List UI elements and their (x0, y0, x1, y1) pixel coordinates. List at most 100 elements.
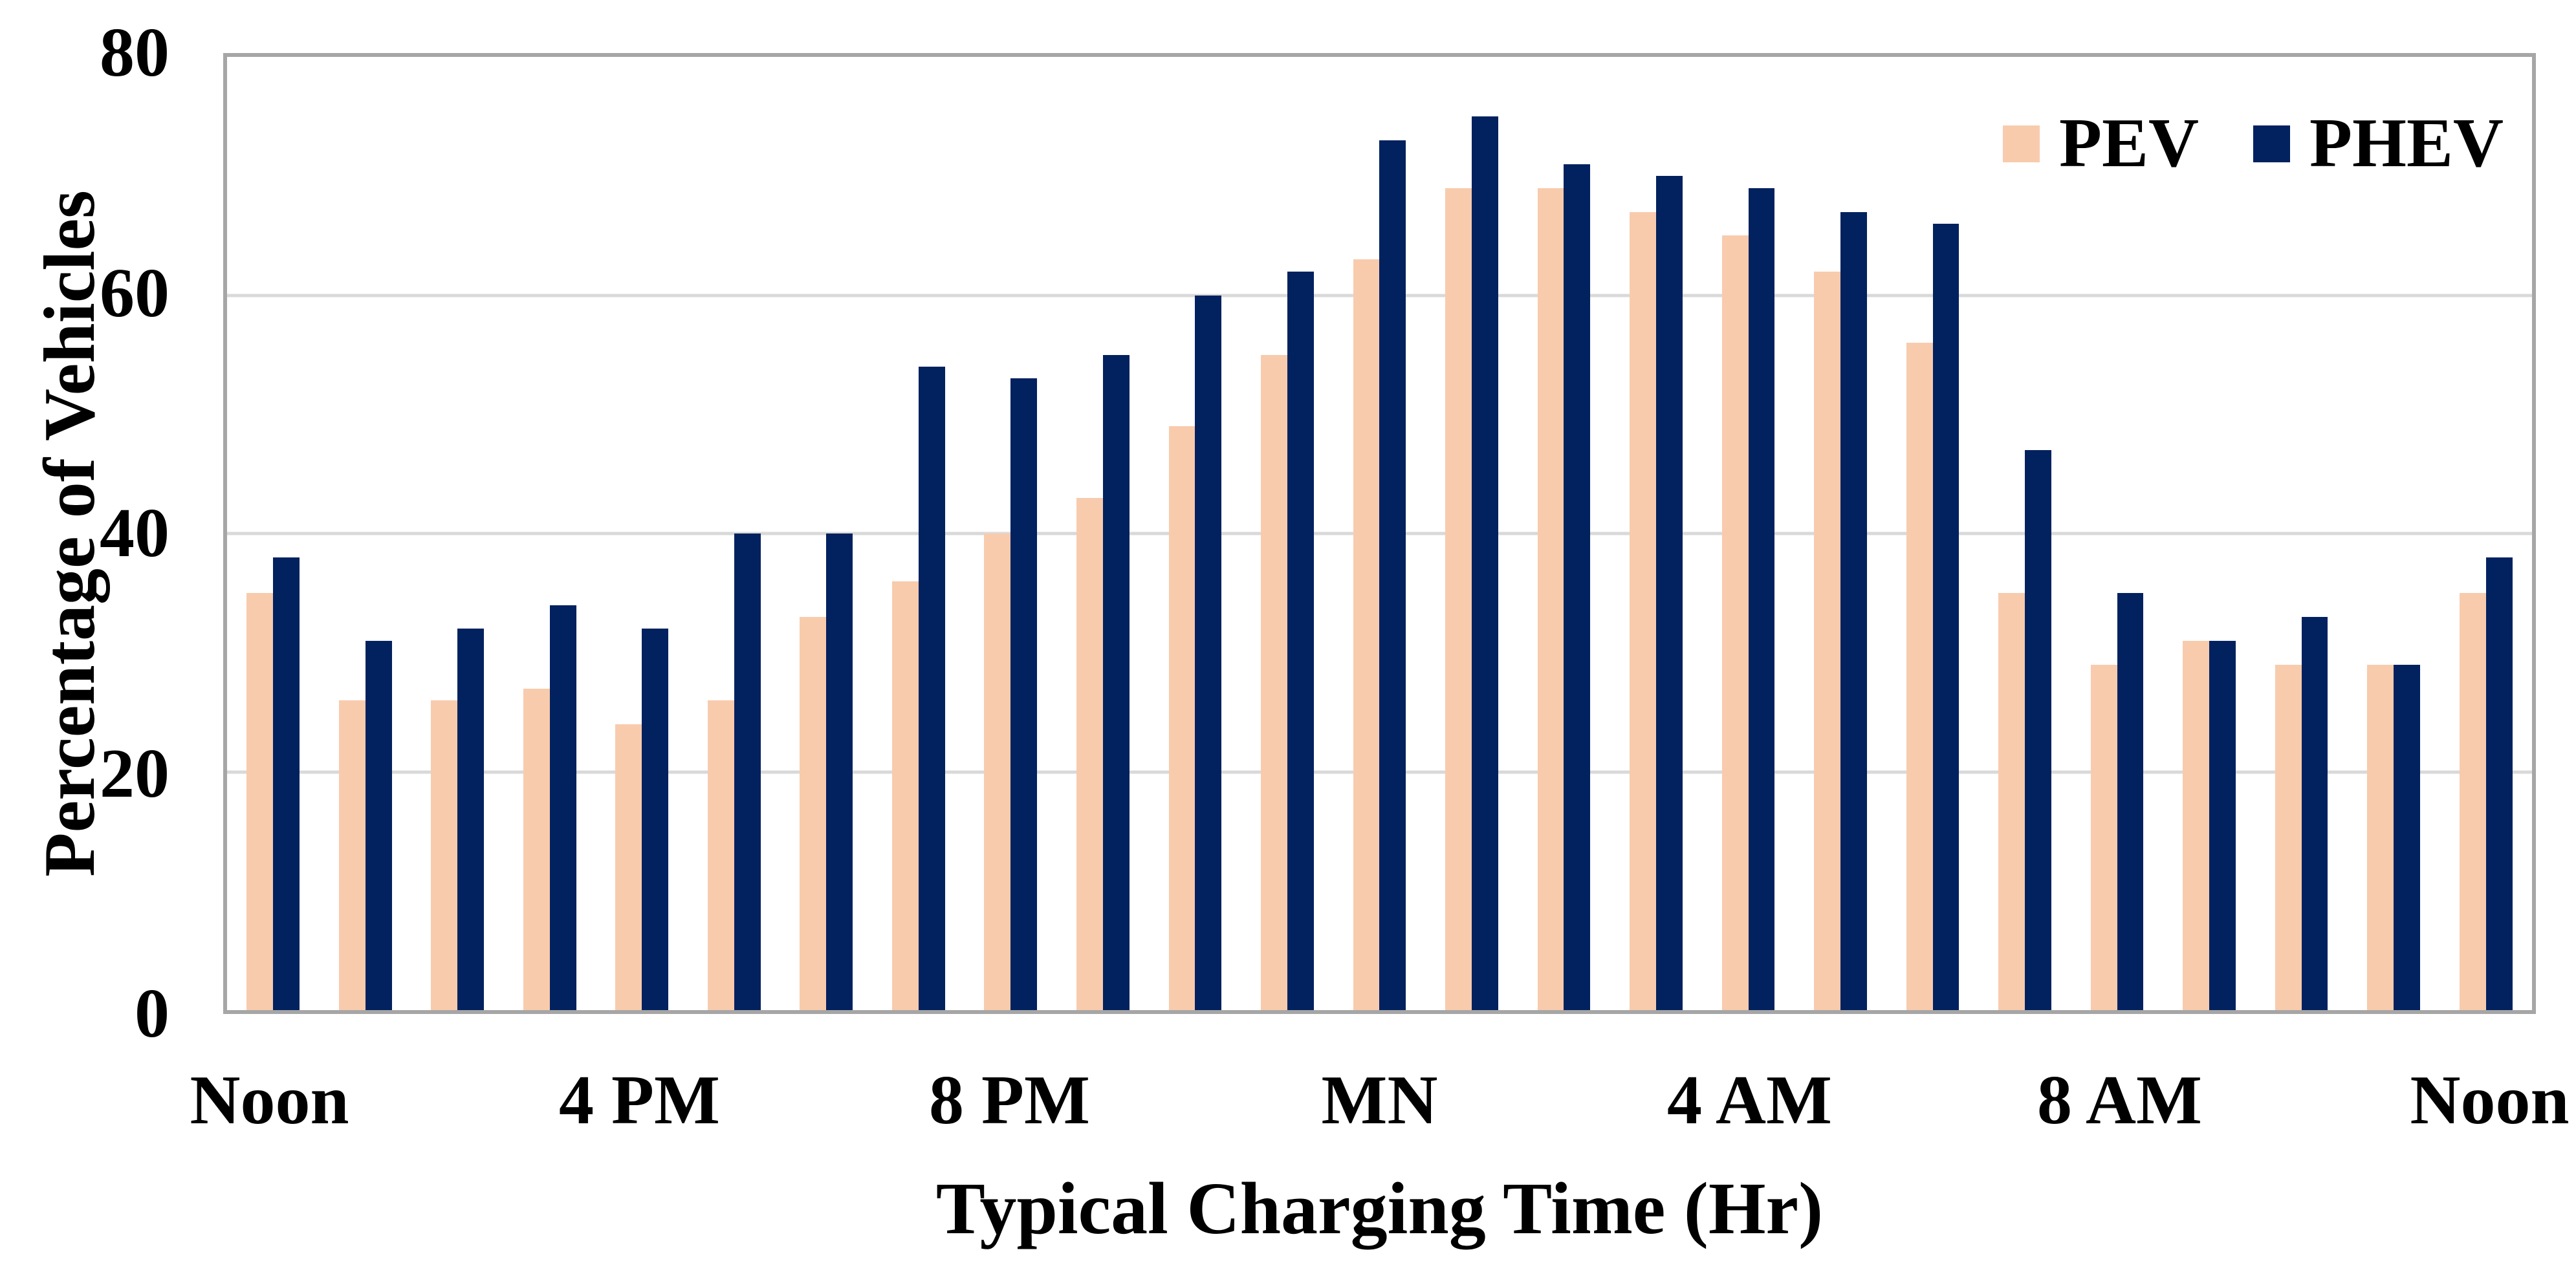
bar-pev (800, 616, 827, 1010)
y-tick-label: 0 (135, 975, 169, 1052)
bar-group (411, 57, 504, 1010)
bar-phev (1564, 164, 1591, 1010)
bar-pev (1537, 188, 1564, 1010)
bar-group (2163, 57, 2256, 1010)
bar-phev (1195, 295, 1222, 1010)
bar-pev (891, 581, 919, 1010)
bar-pev (2090, 664, 2117, 1010)
bar-pev (523, 688, 550, 1010)
bar-pev (431, 700, 458, 1010)
y-tick-label: 20 (100, 735, 169, 812)
bar-pev (1814, 271, 1841, 1010)
bar-pev (2367, 664, 2394, 1010)
bar-phev (2394, 664, 2420, 1010)
bar-phev (826, 534, 853, 1010)
bar-pev (1906, 343, 1933, 1010)
bar-pev (1353, 259, 1380, 1010)
y-tick-label: 80 (100, 14, 169, 91)
bar-group (1149, 57, 1241, 1010)
bar-pev (1998, 593, 2025, 1010)
bar-group (1426, 57, 1518, 1010)
bar-phev (1010, 378, 1038, 1010)
plot-area (223, 53, 2536, 1014)
bar-group (2255, 57, 2348, 1010)
bar-phev (2485, 557, 2513, 1010)
y-axis-tick-labels: 0 20 40 60 80 (0, 18, 169, 1049)
bar-phev (1655, 176, 1683, 1010)
bar-pev (2275, 664, 2302, 1010)
bar-pev (615, 724, 642, 1010)
bar-pev (2459, 593, 2486, 1010)
bar-phev (549, 605, 576, 1010)
bar-group (1057, 57, 1150, 1010)
y-tick-label: 40 (100, 495, 169, 572)
bars-row (227, 57, 2532, 1010)
bar-group (1518, 57, 1610, 1010)
bar-group (1702, 57, 1795, 1010)
x-axis-tick-labels: Noon 4 PM 8 PM MN 4 AM 8 AM Noon (190, 1062, 2569, 1150)
bar-phev (365, 640, 392, 1010)
bar-phev (1287, 271, 1314, 1010)
bar-pev (707, 700, 734, 1010)
bar-phev (457, 629, 485, 1010)
bar-group (1795, 57, 1887, 1010)
bar-phev (2301, 616, 2328, 1010)
legend-label-phev: PHEV (2309, 105, 2504, 182)
bar-phev (1379, 140, 1406, 1010)
bar-group (2071, 57, 2163, 1010)
bar-phev (273, 557, 300, 1010)
bar-phev (734, 534, 761, 1010)
bar-pev (1445, 188, 1472, 1010)
legend: PEV PHEV (2002, 105, 2504, 182)
bar-group (780, 57, 873, 1010)
bar-pev (1076, 497, 1103, 1010)
bar-group (1886, 57, 1979, 1010)
bar-phev (1102, 354, 1130, 1010)
bar-phev (1932, 223, 1959, 1010)
bar-pev (2183, 640, 2210, 1010)
pev-swatch-icon (2002, 125, 2040, 162)
bar-pev (984, 534, 1011, 1010)
bar-pev (1721, 235, 1749, 1010)
y-tick-label: 60 (100, 254, 169, 332)
bar-pev (338, 700, 366, 1010)
bar-phev (1748, 188, 1775, 1010)
legend-item-phev: PHEV (2253, 109, 2504, 178)
x-tick-label: 8 PM (929, 1062, 1090, 1139)
bar-phev (918, 367, 945, 1010)
bar-group (320, 57, 412, 1010)
bar-group (965, 57, 1057, 1010)
bar-group (596, 57, 688, 1010)
bar-group (688, 57, 781, 1010)
bar-pev (1168, 426, 1195, 1010)
x-axis-title: Typical Charging Time (Hr) (935, 1167, 1824, 1249)
phev-swatch-icon (2253, 125, 2290, 162)
x-tick-label: Noon (2410, 1062, 2570, 1139)
bar-group (1610, 57, 1703, 1010)
x-tick-label: 4 AM (1667, 1062, 1832, 1139)
bar-phev (2025, 450, 2051, 1010)
x-tick-label: MN (1321, 1062, 1438, 1139)
bar-group (1241, 57, 1334, 1010)
bar-phev (2117, 593, 2144, 1010)
bar-phev (642, 629, 669, 1010)
bar-group (227, 57, 320, 1010)
bar-pev (1261, 354, 1287, 1010)
bar-pev (1630, 211, 1656, 1010)
bar-group (504, 57, 596, 1010)
legend-item-pev: PEV (2002, 105, 2199, 182)
x-tick-label: Noon (190, 1062, 349, 1139)
bar-phev (2209, 640, 2236, 1010)
bar-group (1333, 57, 1426, 1010)
bar-phev (1471, 116, 1498, 1010)
bar-pev (246, 593, 274, 1010)
legend-label-pev: PEV (2058, 105, 2199, 182)
x-tick-label: 4 PM (559, 1062, 720, 1139)
x-tick-label: 8 AM (2037, 1062, 2202, 1139)
bar-group (873, 57, 965, 1010)
bar-phev (1840, 211, 1867, 1010)
bar-group (1979, 57, 2071, 1010)
bar-group (2348, 57, 2440, 1010)
bar-group (2440, 57, 2532, 1010)
